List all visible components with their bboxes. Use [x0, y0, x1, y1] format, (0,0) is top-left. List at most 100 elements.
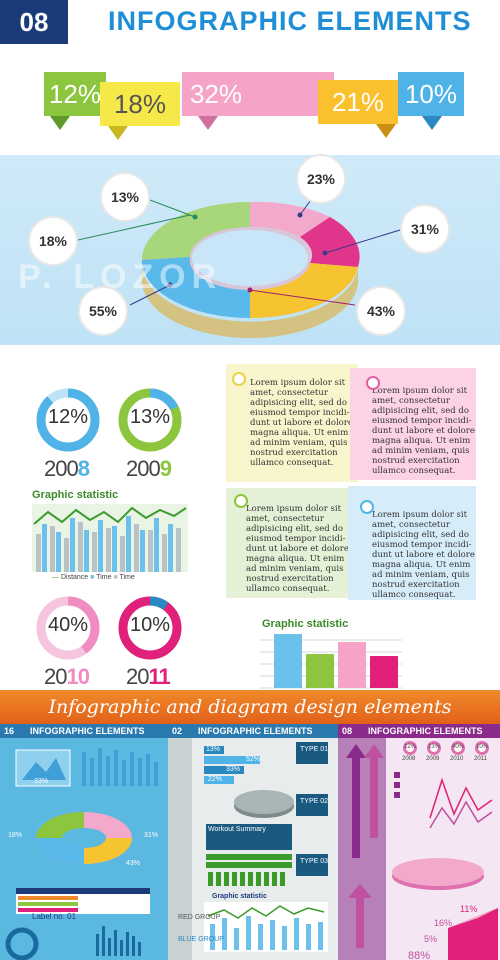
- panel-2-type-1: TYPE 01: [300, 746, 329, 753]
- page-title: INFOGRAPHIC ELEMENTS: [108, 6, 472, 36]
- panel-1-art: [5, 748, 158, 960]
- year-prefix: 20: [126, 664, 150, 689]
- banner-title: Infographic and diagram design elements: [0, 690, 500, 724]
- text-card-1: Lorem ipsum dolor sit amet, consectetur …: [236, 368, 361, 476]
- card-text: Lorem ipsum dolor sit amet, consectetur …: [372, 386, 475, 477]
- card-dot: [366, 376, 380, 390]
- panel-3-pct-4: 88%: [408, 950, 431, 960]
- ribbon-label: 10%: [404, 78, 458, 109]
- card-text: Lorem ipsum dolor sit amet, consectetur …: [372, 510, 475, 601]
- graphic-statistic-title: Graphic statistic: [32, 489, 119, 501]
- donut-bubble-6: 43%: [356, 286, 406, 336]
- ring-chart-2010: [36, 596, 100, 660]
- panel-title: INFOGRAPHIC ELEMENTS: [368, 726, 483, 736]
- panel-2-group-1: RED GROUP: [178, 914, 221, 921]
- panel-1-pct-1: 33%: [34, 778, 49, 785]
- ribbon-4: 21%: [318, 80, 398, 138]
- graphic-statistic-chart: [32, 504, 188, 572]
- panel-number: 08: [342, 726, 353, 736]
- year-prefix: 200: [126, 456, 161, 481]
- year-suffix: 9: [159, 456, 172, 481]
- panel-2-group-2: BLUE GROUP: [178, 936, 224, 943]
- panel-3-pct-1: 11%: [460, 904, 478, 914]
- graphic-statistic-2-title: Graphic statistic: [262, 618, 349, 630]
- card-dot: [360, 500, 374, 514]
- year-suffix: 11: [148, 664, 170, 689]
- panel-3-art: [338, 738, 498, 960]
- panel-1-pct-3: 43%: [126, 860, 141, 867]
- panel-3-ring-2: 13%: [428, 744, 441, 750]
- year-suffix: 8: [77, 456, 90, 481]
- donut-bubble-4: 31%: [400, 204, 450, 254]
- card-text: Lorem ipsum dolor sit amet, consectetur …: [250, 378, 353, 469]
- card-green-bg: [226, 488, 354, 598]
- ribbon-label: 32%: [190, 78, 243, 109]
- panel-2-stat: Graphic statistic: [212, 893, 267, 900]
- bubble-label: 55%: [88, 303, 118, 319]
- text-card-3: Lorem ipsum dolor sit amet, consectetur …: [232, 494, 357, 602]
- panel-3-pct-2: 16%: [434, 918, 453, 928]
- legend-time-2: Time: [119, 574, 135, 581]
- donut-bubble-3: 18%: [28, 216, 78, 266]
- panel-number: 16: [4, 726, 15, 736]
- bubble-label: 13%: [110, 189, 140, 205]
- ring-value: 13%: [130, 406, 171, 428]
- panel-3-pct-3: 5%: [424, 934, 438, 944]
- bubble-label: 31%: [410, 221, 440, 237]
- bubble-label: 43%: [366, 303, 396, 319]
- panel-3-year-3: 2010: [450, 756, 464, 762]
- ribbon-2: 18%: [100, 82, 180, 140]
- card-text: Lorem ipsum dolor sit amet, consectetur …: [246, 504, 349, 595]
- ring-chart-2009: [118, 388, 182, 452]
- graphic-statistic-2-chart: [260, 634, 402, 689]
- bubble-label: 23%: [306, 171, 336, 187]
- ring-value: 12%: [48, 406, 89, 428]
- donut-bubble-1: 13%: [100, 172, 150, 222]
- panel-3-year-4: 2011: [474, 756, 487, 762]
- bubble-label: 18%: [38, 233, 68, 249]
- ring-year: 2011: [126, 664, 171, 690]
- panel-2-type-2: TYPE 02: [300, 798, 329, 805]
- panel-1-label: Label no. 01: [32, 912, 77, 921]
- ribbon-3: 32%: [182, 72, 334, 130]
- card-dot: [234, 494, 248, 508]
- ribbon-1: 12%: [44, 72, 106, 130]
- text-card-4: Lorem ipsum dolor sit amet, consectetur …: [358, 500, 483, 608]
- panel-header: 16 INFOGRAPHIC ELEMENTS: [0, 724, 168, 738]
- panel-1-pct-4: 18%: [8, 832, 23, 839]
- panel-1-pct-2: 31%: [144, 832, 159, 839]
- panel-header: 02 INFOGRAPHIC ELEMENTS: [168, 724, 338, 738]
- panel-number: 02: [172, 726, 183, 736]
- ring-value: 40%: [48, 614, 89, 636]
- preview-panel-1: 16 INFOGRAPHIC ELEMENTS 33% 31% 43% 18% L…: [0, 724, 168, 960]
- ring-year: 2009: [126, 456, 172, 482]
- panel-2-type-3: TYPE 03: [300, 858, 329, 865]
- year-prefix: 200: [44, 456, 79, 481]
- ribbon-5: 10%: [398, 72, 464, 130]
- panel-3-ring-1: 12%: [404, 744, 417, 750]
- panel-2-pct-1: 13%: [206, 746, 221, 753]
- panel-title: INFOGRAPHIC ELEMENTS: [30, 726, 145, 736]
- ribbon-label: 12%: [48, 78, 102, 109]
- year-prefix: 20: [44, 664, 68, 689]
- card-yellow-bg: [226, 364, 358, 482]
- panel-2-art: [168, 738, 328, 960]
- card-dot: [232, 372, 246, 386]
- panel-header: 08 INFOGRAPHIC ELEMENTS: [338, 724, 500, 738]
- donut-chart: [77, 189, 401, 339]
- panel-3-ring-3: 40%: [452, 744, 465, 750]
- page-number-badge: 08: [0, 0, 68, 44]
- preview-panel-3: 08 INFOGRAPHIC ELEMENTS 12% 13% 40% 10% 2…: [338, 724, 500, 960]
- ring-year: 2008: [44, 456, 90, 482]
- ring-value: 10%: [130, 614, 171, 636]
- panel-2-pct-2: 52%: [246, 756, 261, 763]
- panel-2-summary: Workout Summary: [208, 826, 266, 833]
- panel-title: INFOGRAPHIC ELEMENTS: [198, 726, 313, 736]
- ring-chart-2011: [118, 596, 182, 660]
- text-card-2: Lorem ipsum dolor sit amet, consectetur …: [358, 376, 483, 484]
- ribbon-label: 18%: [113, 88, 167, 119]
- donut-bubble-5: 55%: [78, 286, 128, 336]
- panel-3-year-1: 2008: [402, 756, 416, 762]
- graphic-statistic-legend: — Distance ■ Time ■ Time: [52, 574, 135, 581]
- panel-3-ring-4: 10%: [476, 744, 489, 750]
